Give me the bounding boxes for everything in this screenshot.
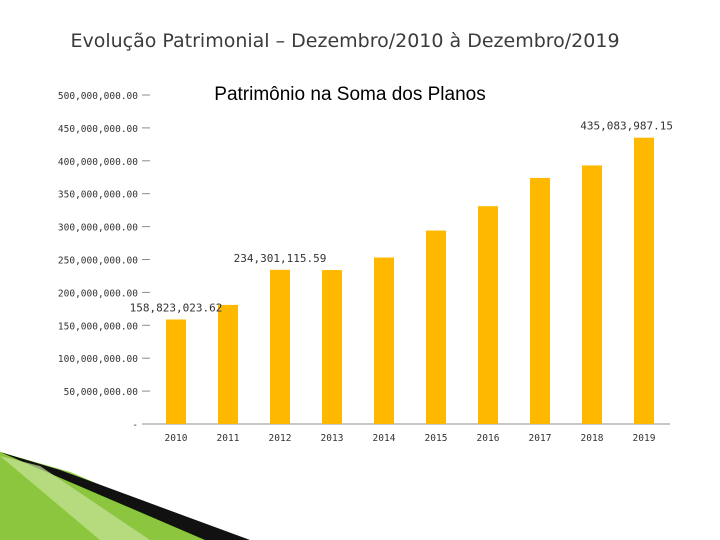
bar-2019	[634, 137, 654, 425]
bar-2012	[270, 269, 290, 424]
bar-series	[166, 137, 654, 425]
y-tick-label: 100,000,000.00	[58, 354, 138, 365]
bar-2015	[426, 230, 446, 424]
data-label: 234,301,115.59	[234, 252, 327, 265]
bar-2018	[582, 165, 602, 424]
bar-2016	[478, 206, 498, 424]
y-tick-label: 500,000,000.00	[58, 91, 138, 102]
data-label: 435,083,987.15	[580, 120, 673, 133]
black-swoosh-shape	[0, 452, 250, 540]
chart-title: Patrimônio na Soma dos Planos	[214, 84, 486, 105]
x-tick-label: 2013	[321, 433, 344, 444]
bar-2013	[322, 270, 342, 424]
y-tick-label: -	[132, 420, 138, 431]
y-tick-label: 350,000,000.00	[58, 190, 138, 201]
bar-2011	[218, 304, 238, 424]
slide-title: Evolução Patrimonial – Dezembro/2010 à D…	[70, 30, 620, 52]
x-tick-label: 2015	[425, 433, 448, 444]
y-tick-label: 50,000,000.00	[64, 387, 139, 398]
x-axis: 2010 2011 2012 2013 2014 2015 2016 2017 2018 2019	[165, 433, 656, 444]
x-tick-label: 2018	[581, 433, 604, 444]
bar-2010	[166, 319, 186, 424]
x-tick-label: 2019	[633, 433, 656, 444]
y-axis: - 50,000,000.00 100,000,000.00 150,000,000.…	[58, 91, 150, 431]
bar-2014	[374, 257, 394, 424]
x-tick-label: 2011	[217, 433, 240, 444]
y-tick-label: 150,000,000.00	[58, 321, 138, 332]
x-tick-label: 2014	[373, 433, 396, 444]
y-tick-label: 450,000,000.00	[58, 124, 138, 135]
y-tick-label: 400,000,000.00	[58, 157, 138, 168]
data-labels: 158,823,023.62 234,301,115.59 435,083,987.…	[130, 120, 673, 315]
data-label: 158,823,023.62	[130, 301, 223, 314]
bar-2017	[530, 177, 550, 424]
x-tick-label: 2010	[165, 433, 188, 444]
y-tick-label: 200,000,000.00	[58, 288, 138, 299]
x-tick-label: 2017	[529, 433, 552, 444]
x-tick-label: 2012	[269, 433, 292, 444]
y-tick-label: 300,000,000.00	[58, 223, 138, 234]
light-swoosh-shape	[0, 456, 150, 540]
x-tick-label: 2016	[477, 433, 500, 444]
y-tick-label: 250,000,000.00	[58, 256, 138, 267]
